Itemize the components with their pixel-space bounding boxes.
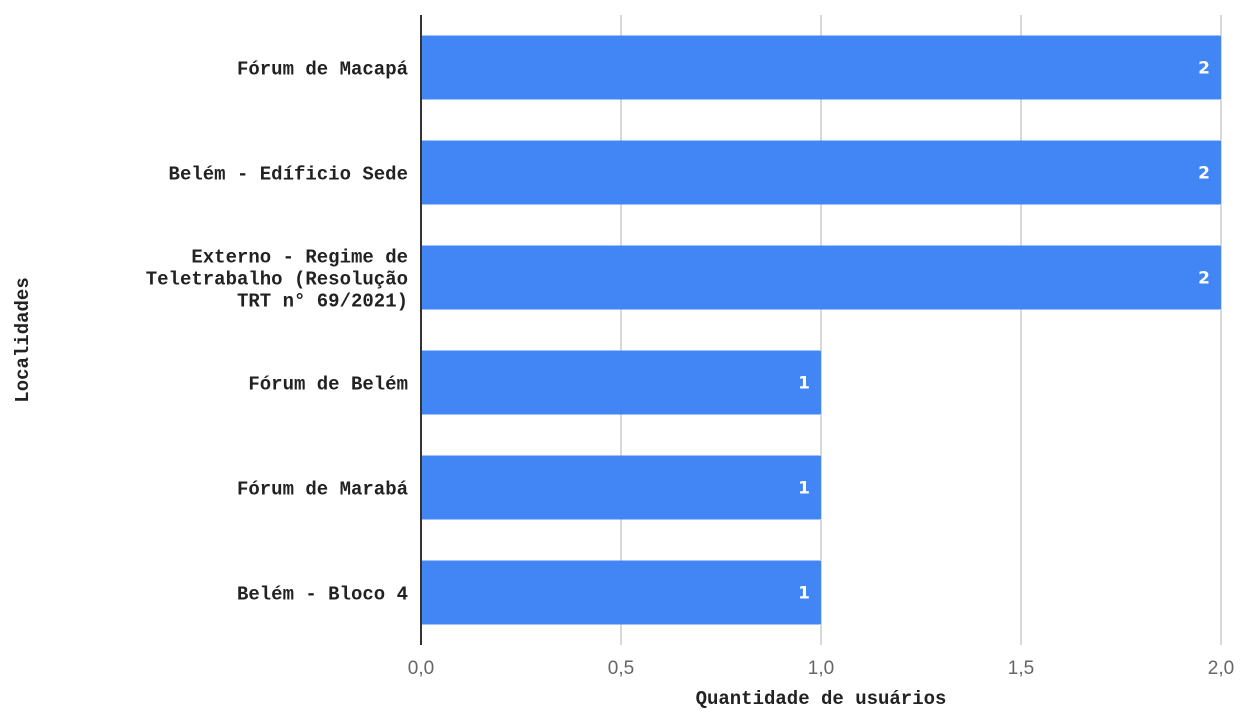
x-tick-label: 0,5 (608, 658, 634, 679)
data-label: 2 (1198, 269, 1210, 289)
data-label: 2 (1198, 164, 1210, 184)
bars-group: 2 2 2 1 1 1 (421, 35, 1221, 625)
x-tick-label: 1,5 (1008, 658, 1034, 679)
x-tick-label: 0,0 (408, 658, 434, 679)
category-label: Belém - Edíficio Sede (169, 164, 408, 186)
data-label: 2 (1198, 59, 1210, 79)
x-axis-title: Quantidade de usuários (696, 688, 947, 710)
bar (421, 560, 821, 625)
bar (421, 455, 821, 520)
vertical-gridlines (620, 15, 1222, 645)
category-label: Belém - Bloco 4 (237, 584, 408, 606)
data-label: 1 (798, 584, 810, 604)
bar (421, 140, 1221, 205)
x-tick-label: 1,0 (808, 658, 834, 679)
category-labels: Fórum de Macapá Belém - Edíficio Sede Exte… (146, 59, 408, 606)
category-label: Externo - Regime de Teletrabalho (Resoluç… (146, 247, 408, 313)
x-tick-labels: 0,0 0,5 1,0 1,5 2,0 (408, 658, 1234, 679)
category-label: Fórum de Marabá (237, 479, 408, 501)
bar (421, 35, 1221, 100)
data-label: 1 (798, 479, 810, 499)
y-axis-title: Localidades (12, 277, 34, 402)
data-label: 1 (798, 374, 810, 394)
bar (421, 245, 1221, 310)
bar (421, 350, 821, 415)
x-tick-label: 2,0 (1208, 658, 1234, 679)
category-label: Fórum de Macapá (237, 59, 408, 81)
category-label: Fórum de Belém (248, 374, 408, 396)
